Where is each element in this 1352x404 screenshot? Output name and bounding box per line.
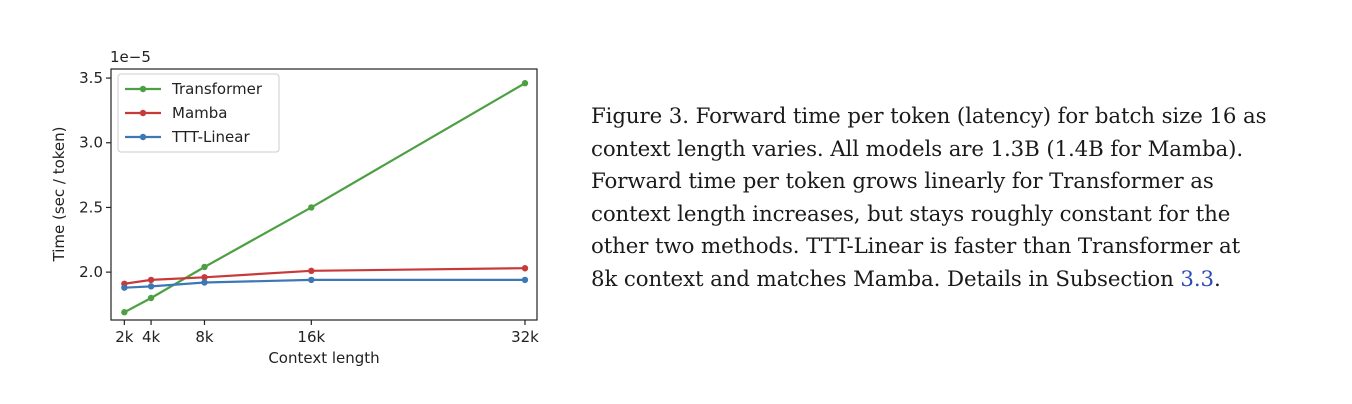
x-tick-label: 8k [195, 328, 214, 346]
ttt-linear-data-point [121, 284, 128, 291]
mamba-data-point [147, 276, 155, 284]
plot-frame [110, 68, 538, 321]
mamba-legend-marker [139, 109, 147, 117]
ttt-linear-data-point [521, 276, 529, 284]
ttt-linear-data-point [147, 283, 155, 290]
caption-line-4: context length increases, but stays roug… [591, 201, 1231, 227]
ttt-linear-data-point [201, 279, 208, 286]
x-tick-label: 16k [297, 328, 325, 346]
subsection-link[interactable]: 3.3 [1180, 266, 1214, 292]
caption-line-1: Figure 3. Forward time per token (latenc… [591, 104, 1267, 129]
transformer-data-point [147, 294, 155, 302]
figure-caption: Figure 3. Forward time per token (latenc… [591, 101, 1331, 297]
caption-line-6-text: 8k context and matches Mamba. Details in… [591, 266, 1181, 292]
mamba-data-point [308, 267, 315, 275]
x-axis-label: Context length [268, 349, 379, 367]
legend: Transformer Mamba TTT-Linear [117, 73, 280, 153]
transformer-data-point [201, 263, 208, 271]
y-tick-label: 2.0 [79, 263, 103, 281]
caption-line-2: context length varies. All models are 1.… [591, 136, 1243, 162]
y-tick-label: 3.5 [79, 69, 103, 87]
caption-line-6: 8k context and matches Mamba. Details in… [591, 264, 1331, 297]
transformer-legend-label: Transformer [171, 80, 263, 98]
x-tick-label: 4k [142, 328, 161, 346]
ttt-linear-legend-marker [139, 133, 147, 141]
latency-chart: 1e−5 2.0 2.5 3.0 3.5 2k 4k 8k 16k 32k Context l… [50, 48, 539, 367]
mamba-data-point [521, 265, 529, 272]
ttt-linear-data-point [308, 276, 315, 284]
mamba-legend-label: Mamba [172, 104, 227, 122]
mamba-series-line [124, 267, 526, 285]
legend-box [117, 73, 280, 153]
caption-line-3: Forward time per token grows linearly fo… [591, 169, 1214, 195]
y-axis-ticks: 2.0 2.5 3.0 3.5 [79, 69, 111, 281]
y-axis-label: Time (sec / token) [50, 126, 68, 262]
ttt-linear-legend-label: TTT-Linear [171, 128, 250, 146]
series-layer [121, 80, 529, 316]
x-tick-label: 2k [115, 328, 134, 346]
transformer-legend-marker [139, 85, 147, 93]
caption-trailing-period: . [1213, 266, 1221, 292]
ttt-linear-series-line [124, 278, 525, 289]
x-tick-label: 32k [511, 328, 539, 346]
transformer-data-point [308, 204, 315, 211]
y-tick-label: 2.5 [79, 198, 103, 216]
mamba-data-point [201, 274, 208, 281]
y-tick-label: 3.0 [79, 134, 103, 152]
transformer-data-point [121, 309, 128, 316]
caption-line-5: other two methods. TTT-Linear is faster … [591, 234, 1241, 260]
x-axis-ticks: 2k 4k 8k 16k 32k [115, 320, 539, 346]
y-scale-label: 1e−5 [110, 48, 151, 66]
transformer-data-point [521, 80, 529, 87]
